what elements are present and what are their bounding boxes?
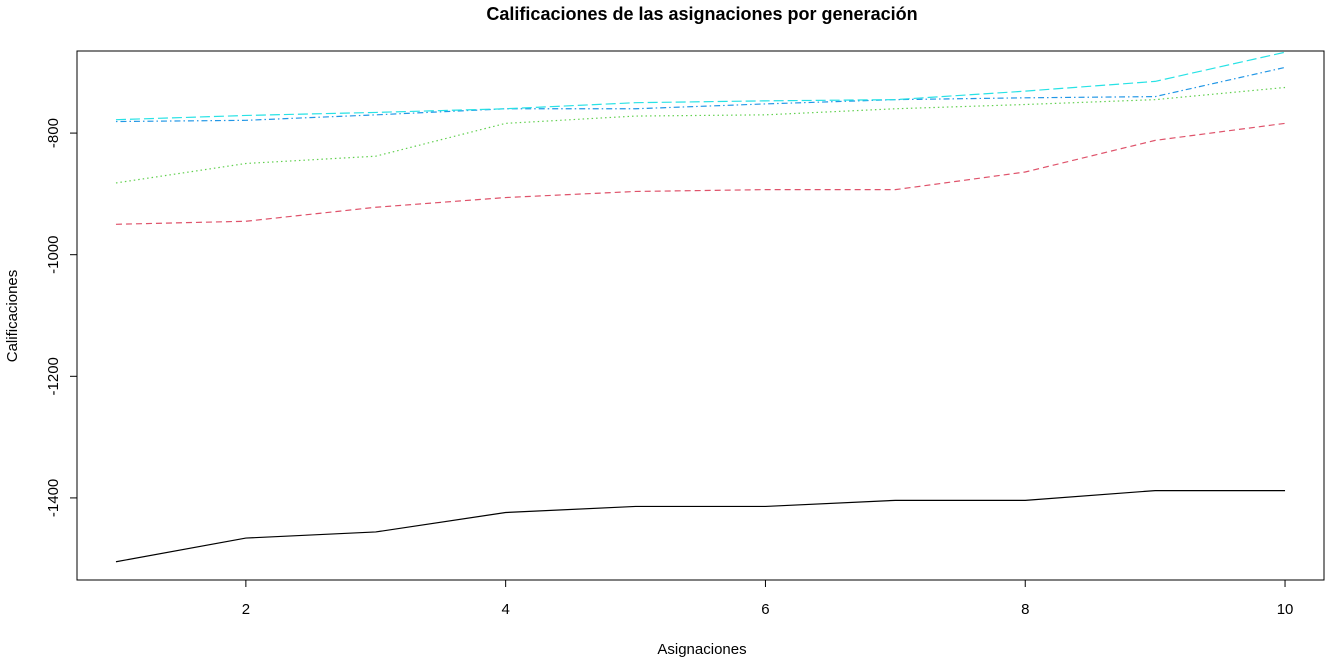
series-line-serie-3 (115, 86, 1286, 184)
x-tick-label: 6 (761, 601, 769, 618)
y-axis-label: Calificaciones (4, 270, 21, 363)
series-line-serie-5 (115, 51, 1286, 121)
x-tick-label: 4 (501, 601, 509, 618)
x-axis-label: Asignaciones (657, 641, 746, 658)
y-tick-label: -1400 (45, 479, 62, 517)
series-line-serie-4 (115, 66, 1286, 123)
x-tick-label: 10 (1277, 601, 1294, 618)
x-axis: 2 4 6 8 10 (242, 580, 1294, 618)
series-line-serie-2 (115, 122, 1286, 225)
x-tick-label: 2 (242, 601, 250, 618)
y-tick-label: -1200 (45, 357, 62, 395)
x-tick-label: 8 (1021, 601, 1029, 618)
series-group (115, 51, 1286, 563)
y-tick-label: -1000 (45, 236, 62, 274)
chart-title: Calificaciones de las asignaciones por g… (486, 4, 917, 24)
y-tick-label: -800 (45, 118, 62, 148)
plot-frame (76, 50, 1325, 581)
series-line-serie-1 (115, 490, 1286, 563)
y-axis: -1400 -1200 -1000 -800 (45, 118, 77, 517)
